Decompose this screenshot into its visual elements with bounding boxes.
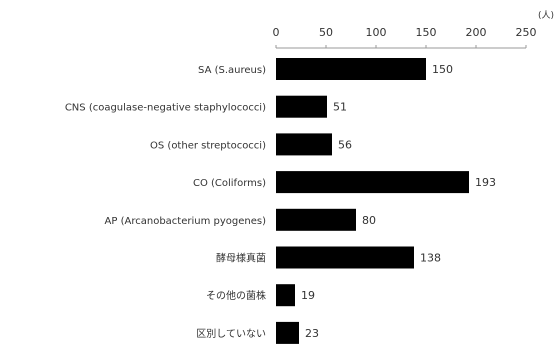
- x-tick-label: 150: [416, 26, 437, 39]
- x-tick-label: 50: [319, 26, 333, 39]
- category-label: その他の菌株: [206, 289, 266, 302]
- x-tick-label: 250: [516, 26, 537, 39]
- bar: [276, 284, 295, 307]
- x-tick-label: 200: [466, 26, 487, 39]
- axis-unit-label: (人): [538, 10, 554, 21]
- bar: [276, 171, 469, 194]
- bar: [276, 321, 299, 344]
- bar-value-label: 56: [338, 138, 352, 151]
- x-axis-ticks: 0 50 100 150 200 250: [273, 26, 537, 48]
- bar-value-label: 23: [305, 327, 319, 340]
- category-label: SA (S.aureus): [198, 65, 266, 76]
- bar-value-label: 19: [301, 289, 315, 302]
- bar: [276, 246, 414, 269]
- category-label: CO (Coliforms): [193, 178, 266, 189]
- bar-value-label: 150: [432, 63, 453, 76]
- x-tick-label: 0: [273, 26, 280, 39]
- x-tick-label: 100: [366, 26, 387, 39]
- bar-value-label: 80: [362, 214, 376, 227]
- category-label: AP (Arcanobacterium pyogenes): [105, 216, 267, 227]
- bar-value-label: 51: [333, 101, 347, 114]
- bar: [276, 95, 327, 118]
- bar: [276, 58, 426, 80]
- category-label: CNS (coagulase-negative staphylococci): [65, 103, 266, 114]
- bar: [276, 208, 356, 231]
- bar-value-label: 138: [420, 252, 441, 265]
- bars: SA (S.aureus) 150 CNS (coagulase-negative …: [65, 58, 496, 344]
- category-label: 酵母様真菌: [216, 252, 266, 265]
- bar: [276, 133, 332, 156]
- category-label: OS (other streptococci): [150, 140, 266, 151]
- category-label: 区別していない: [196, 328, 266, 340]
- bar-value-label: 193: [475, 176, 496, 189]
